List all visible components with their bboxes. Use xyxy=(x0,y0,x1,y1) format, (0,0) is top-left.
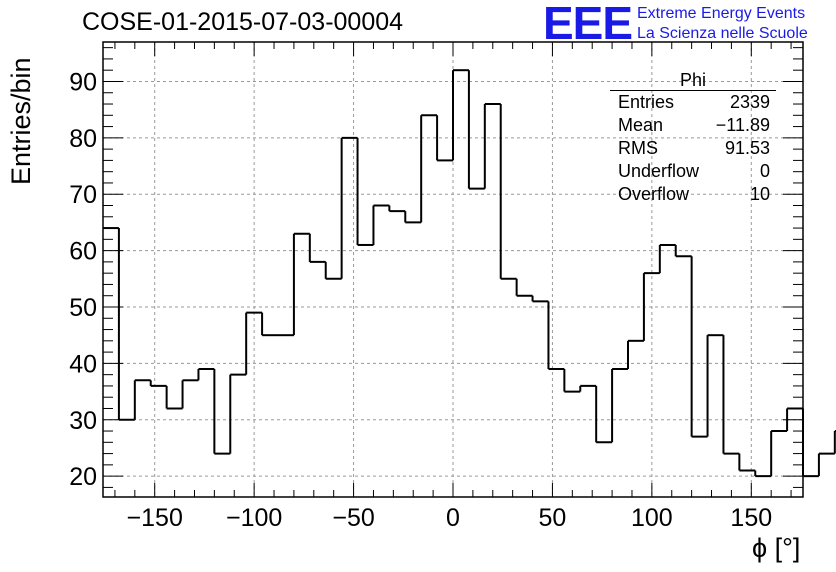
x-tick-label: −100 xyxy=(226,504,282,532)
y-tick-label: 50 xyxy=(69,294,97,322)
stats-value: 0 xyxy=(759,161,770,181)
x-tick-label: 100 xyxy=(631,504,673,532)
x-axis-label: ϕ [°] xyxy=(752,533,801,563)
stats-row-entries: Entries 2339 xyxy=(610,91,776,114)
chart-title: COSE-01-2015-07-03-00004 xyxy=(82,8,404,36)
y-tick-label: 70 xyxy=(69,181,97,209)
logo-caption-line2: La Scienza nelle Scuole xyxy=(637,25,808,42)
stats-box: Phi Entries 2339 Mean −11.89 RMS 91.53 U… xyxy=(610,70,776,206)
y-tick-label: 20 xyxy=(69,463,97,491)
logo-caption-line1: Extreme Energy Events xyxy=(637,5,806,22)
x-tick-label: 50 xyxy=(539,504,567,532)
x-tick-label: −50 xyxy=(332,504,374,532)
eee-logo: EEE xyxy=(543,0,633,49)
stats-title: Phi xyxy=(610,70,776,91)
logo-caption: Extreme Energy Events La Scienza nelle S… xyxy=(637,4,808,44)
x-tick-label: −150 xyxy=(127,504,183,532)
stats-row-mean: Mean −11.89 xyxy=(610,114,776,137)
y-axis-label: Entries/bin xyxy=(6,57,36,185)
stats-row-underflow: Underflow 0 xyxy=(610,160,776,183)
x-tick-label: 0 xyxy=(446,504,460,532)
x-tick-label: 150 xyxy=(730,504,772,532)
stats-value: 10 xyxy=(749,184,770,204)
stats-label: Overflow xyxy=(618,184,690,204)
stats-row-overflow: Overflow 10 xyxy=(610,183,776,206)
y-tick-label: 60 xyxy=(69,238,97,266)
stats-value: 91.53 xyxy=(724,138,770,158)
stats-label: Underflow xyxy=(618,161,700,181)
y-tick-label: 90 xyxy=(69,68,97,96)
stats-row-rms: RMS 91.53 xyxy=(610,137,776,160)
stats-label: Entries xyxy=(618,92,675,112)
stats-label: RMS xyxy=(618,138,658,158)
y-tick-label: 30 xyxy=(69,407,97,435)
y-tick-label: 80 xyxy=(69,125,97,153)
stats-value: −11.89 xyxy=(715,115,770,135)
stats-value: 2339 xyxy=(729,92,770,112)
y-tick-label: 40 xyxy=(69,350,97,378)
stats-label: Mean xyxy=(618,115,664,135)
